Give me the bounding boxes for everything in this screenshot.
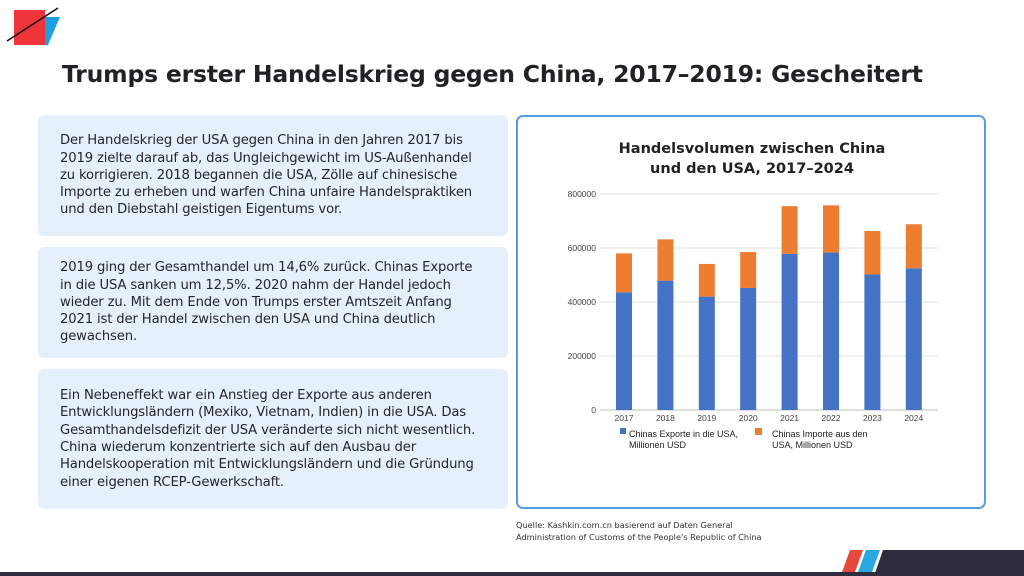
y-tick-label: 800000 bbox=[568, 189, 597, 199]
logo-slash bbox=[6, 7, 59, 42]
chart-title-line1: Handelsvolumen zwischen China bbox=[619, 141, 886, 157]
chart-title-line2: und den USA, 2017–2024 bbox=[650, 161, 854, 177]
bar-imports-2023 bbox=[864, 230, 881, 275]
bar-exports-2024 bbox=[905, 268, 922, 410]
text-box-side-effect: Ein Nebeneffekt war ein Anstieg der Expo… bbox=[38, 369, 508, 509]
bar-imports-2024 bbox=[905, 224, 922, 269]
text-box-decline: 2019 ging der Gesamthandel um 14,6% zurü… bbox=[38, 247, 508, 358]
logo-red-square bbox=[14, 10, 45, 45]
bar-exports-2019 bbox=[698, 296, 715, 410]
source-line-2: Administration of Customs of the People'… bbox=[516, 531, 762, 542]
x-tick-label-2017: 2017 bbox=[615, 413, 634, 423]
bar-exports-2022 bbox=[823, 252, 839, 410]
legend-imports-line1: Chinas Importe aus den bbox=[772, 429, 868, 439]
x-tick-label-2019: 2019 bbox=[697, 413, 716, 423]
bar-imports-2021 bbox=[781, 206, 798, 254]
legend-exports-line1: Chinas Exporte in die USA, bbox=[629, 429, 738, 439]
bar-exports-2017 bbox=[616, 292, 632, 410]
y-tick-label: 400000 bbox=[568, 297, 597, 307]
legend-imports-line2: USA, Millionen USD bbox=[772, 440, 853, 450]
text-box-intro: Der Handelskrieg der USA gegen China in … bbox=[38, 115, 508, 236]
page-title: Trumps erster Handelskrieg gegen China, … bbox=[62, 60, 923, 88]
text-box-side-effect-text: Ein Nebeneffekt war ein Anstieg der Expo… bbox=[60, 388, 476, 490]
x-tick-label-2021: 2021 bbox=[780, 413, 799, 423]
bar-imports-2019 bbox=[698, 263, 715, 297]
y-tick-label: 600000 bbox=[568, 243, 597, 253]
bar-imports-2018 bbox=[657, 239, 674, 281]
bar-exports-2018 bbox=[657, 280, 674, 410]
x-tick-label-2018: 2018 bbox=[656, 413, 675, 423]
footer-red-stripe bbox=[842, 550, 863, 572]
x-tick-label-2020: 2020 bbox=[739, 413, 758, 423]
trade-volume-chart: Handelsvolumen zwischen China und den US… bbox=[568, 141, 938, 450]
bar-imports-2022 bbox=[823, 205, 839, 253]
logo-blue-shape bbox=[45, 17, 60, 45]
x-tick-label-2023: 2023 bbox=[863, 413, 882, 423]
bar-imports-2020 bbox=[740, 252, 757, 288]
chart-panel: Handelsvolumen zwischen China und den US… bbox=[516, 115, 986, 509]
text-box-intro-text: Der Handelskrieg der USA gegen China in … bbox=[60, 133, 472, 218]
x-tick-label-2022: 2022 bbox=[822, 413, 841, 423]
footer-stripes-decoration bbox=[842, 550, 1024, 576]
source-note: Quelle: Kashkin.com.cn basierend auf Dat… bbox=[516, 520, 816, 543]
y-tick-label: 200000 bbox=[568, 351, 597, 361]
bar-exports-2023 bbox=[864, 274, 881, 410]
brand-logo-icon bbox=[6, 7, 60, 45]
bar-exports-2020 bbox=[740, 287, 757, 410]
text-box-decline-text: 2019 ging der Gesamthandel um 14,6% zurü… bbox=[60, 260, 473, 345]
bar-exports-2021 bbox=[781, 253, 798, 410]
y-tick-label: 0 bbox=[591, 405, 596, 415]
footer-bar bbox=[0, 572, 1024, 576]
legend-swatch-exports bbox=[620, 428, 626, 434]
legend-exports-line2: Millionen USD bbox=[629, 440, 687, 450]
footer-dark-block bbox=[874, 550, 1024, 576]
x-tick-label-2024: 2024 bbox=[904, 413, 923, 423]
footer-blue-stripe bbox=[858, 550, 880, 572]
legend-swatch-imports bbox=[755, 428, 762, 435]
bar-imports-2017 bbox=[616, 253, 632, 293]
source-line-1: Quelle: Kashkin.com.cn basierend auf Dat… bbox=[516, 520, 733, 530]
